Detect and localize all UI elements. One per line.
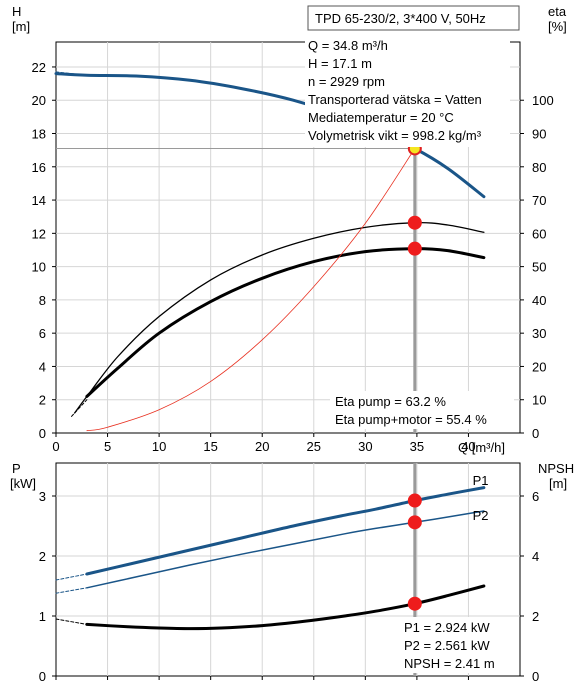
series-p1-dashed [55, 573, 88, 581]
y2-tick-label: 20 [532, 359, 546, 374]
y-axis-title-p: P [12, 461, 21, 476]
y-axis-unit-h: [m] [12, 19, 30, 34]
y2-tick-label: 70 [532, 193, 546, 208]
y-tick-label: 10 [32, 260, 46, 275]
info-flow: Q = 34.8 m³/h [308, 38, 388, 53]
power-info-background [400, 617, 514, 673]
y-tick-label: 4 [39, 359, 46, 374]
series-eta-pump-motor [85, 247, 486, 398]
series-head-dashed [55, 71, 88, 76]
curve-label-p2: P2 [473, 508, 489, 523]
series-eta-thin-dashed [71, 399, 88, 417]
info-density: Volymetrisk vikt = 998.2 kg/m³ [308, 128, 482, 143]
y2-tick-label: 0 [532, 426, 539, 441]
series-p1 [85, 486, 486, 576]
info-background [305, 35, 510, 147]
y2-tick-label: 90 [532, 127, 546, 142]
power-info: P1 = 2.924 kW P2 = 2.561 kW NPSH = 2.41 … [400, 617, 514, 673]
y2-tick-label: 80 [532, 160, 546, 175]
x-tick-label: 25 [307, 439, 321, 454]
marker-npsh-point [407, 596, 422, 611]
ticks-top: 0 5 10 15 20 25 30 35 40 0 2 4 6 8 10 12 14 16 18 20 22 0 10 20… [32, 60, 554, 454]
info-npsh: NPSH = 2.41 m [404, 656, 495, 671]
y-tick-label: 0 [39, 426, 46, 441]
y-tick-label: 12 [32, 226, 46, 241]
info-eta-pump: Eta pump = 63.2 % [335, 394, 446, 409]
x-tick-label: 10 [152, 439, 166, 454]
marker-p2-point [407, 515, 422, 530]
y2-tick-label: 2 [532, 609, 539, 624]
y2-tick-label: 0 [532, 669, 539, 684]
curve-labels-bottom: P1 P2 [473, 473, 489, 523]
info-p1: P1 = 2.924 kW [404, 620, 490, 635]
y-tick-label: 1 [39, 609, 46, 624]
x-tick-label: 30 [358, 439, 372, 454]
y-tick-label: 6 [39, 326, 46, 341]
eta-info-background [330, 391, 514, 429]
y-tick-label: 3 [39, 489, 46, 504]
y-axis-title-h: H [12, 4, 21, 19]
info-eta-pump-motor: Eta pump+motor = 55.4 % [335, 412, 487, 427]
series-top [54, 71, 486, 432]
y-tick-label: 16 [32, 160, 46, 175]
y-tick-label: 8 [39, 293, 46, 308]
y-tick-label: 2 [39, 549, 46, 564]
info-p2: P2 = 2.561 kW [404, 638, 490, 653]
series-p2 [86, 510, 485, 589]
x-tick-label: 40 [461, 439, 475, 454]
x-tick-label: 35 [410, 439, 424, 454]
marker-eta-motor-point [407, 241, 422, 256]
x-tick-label: 15 [203, 439, 217, 454]
info-head: H = 17.1 m [308, 56, 372, 71]
markers-bottom [407, 493, 422, 611]
y-axis-unit-p: [kW] [10, 476, 36, 491]
y-tick-label: 14 [32, 193, 46, 208]
pump-model-label: TPD 65-230/2, 3*400 V, 50Hz [315, 11, 486, 26]
series-system-curve [86, 148, 416, 432]
x-tick-label: 20 [255, 439, 269, 454]
operating-info: Q = 34.8 m³/h H = 17.1 m n = 2929 rpm Tr… [305, 35, 510, 147]
y2-tick-label: 50 [532, 260, 546, 275]
y2-tick-label: 100 [532, 93, 554, 108]
ticks-bottom: 0 1 2 3 0 2 4 6 [39, 489, 539, 684]
info-temperature: Mediatemperatur = 20 °C [308, 110, 454, 125]
pump-model-box [307, 5, 520, 31]
y2-tick-label: 4 [532, 549, 539, 564]
marker-p1-point [407, 493, 422, 508]
info-liquid: Transporterad vätska = Vatten [308, 92, 482, 107]
efficiency-info: Eta pump = 63.2 % Eta pump+motor = 55.4 … [330, 391, 514, 429]
y2-tick-label: 10 [532, 393, 546, 408]
y2-tick-label: 60 [532, 226, 546, 241]
y-tick-label: 20 [32, 93, 46, 108]
y-tick-label: 22 [32, 60, 46, 75]
head-efficiency-chart: 0 5 10 15 20 25 30 35 40 0 2 4 6 8 10 12 14 16 18 20 22 0 10 20… [12, 4, 567, 455]
y-tick-label: 2 [39, 393, 46, 408]
y2-axis-unit-eta: [%] [548, 19, 567, 34]
series-head [54, 72, 486, 199]
x-tick-label: 0 [52, 439, 59, 454]
y2-tick-label: 40 [532, 293, 546, 308]
y2-tick-label: 6 [532, 489, 539, 504]
y2-axis-title-npsh: NPSH [538, 461, 574, 476]
y2-tick-label: 30 [532, 326, 546, 341]
y2-axis-title-eta: eta [548, 4, 567, 19]
power-npsh-chart: 0 1 2 3 0 2 4 6 P1 P2 P [kW] NPSH [m] P1 = 2.924… [10, 461, 574, 684]
x-axis-title: Q [m³/h] [458, 440, 505, 455]
marker-eta-pump-point [407, 215, 422, 230]
series-npsh-dashed [55, 618, 88, 625]
info-speed: n = 2929 rpm [308, 74, 385, 89]
y2-axis-unit-npsh: [m] [549, 476, 567, 491]
y-tick-label: 18 [32, 127, 46, 142]
x-tick-label: 5 [104, 439, 111, 454]
series-p2-dashed [55, 587, 88, 594]
series-eta-pump [73, 221, 485, 414]
y-tick-label: 0 [39, 669, 46, 684]
curve-label-p1: P1 [473, 473, 489, 488]
